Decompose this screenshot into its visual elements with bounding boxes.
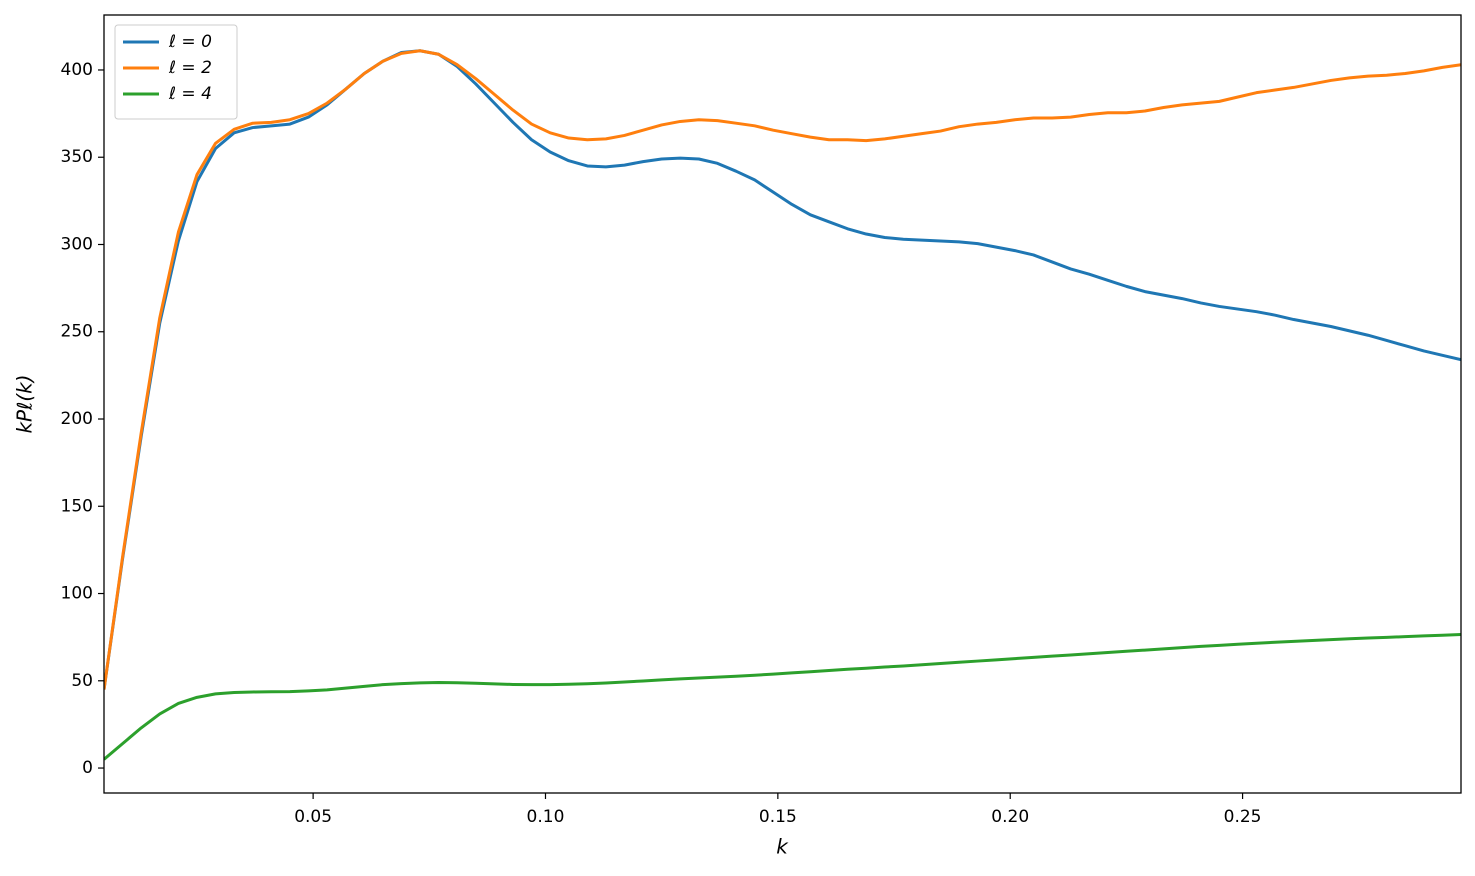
x-tick-label: 0.25 [1224, 807, 1262, 827]
y-tick-label: 0 [82, 758, 93, 778]
y-tick-label: 100 [61, 584, 93, 604]
y-tick-label: 250 [61, 322, 93, 342]
x-axis-label: k [776, 835, 789, 859]
data-line [104, 633, 1461, 761]
plot-frame [103, 14, 1462, 794]
legend-label: ℓ = 4 [168, 84, 212, 104]
y-tick-label: 400 [61, 60, 93, 80]
y-tick-label: 150 [61, 496, 93, 516]
legend-label: ℓ = 2 [168, 58, 212, 78]
y-tick-label: 350 [61, 147, 93, 167]
y-tick-label: 50 [71, 671, 93, 691]
x-tick-label: 0.15 [759, 807, 797, 827]
legend: ℓ = 0 ℓ = 2 ℓ = 4 [114, 24, 238, 120]
legend-label: ℓ = 0 [168, 32, 212, 52]
y-tick-label: 200 [61, 409, 93, 429]
data-line [104, 49, 1461, 690]
x-tick-label: 0.10 [527, 807, 565, 827]
x-tick-label: 0.05 [294, 807, 332, 827]
y-tick-label: 300 [61, 234, 93, 254]
y-axis-label: kPℓ(k) [13, 374, 37, 433]
x-tick-label: 0.20 [991, 807, 1029, 827]
